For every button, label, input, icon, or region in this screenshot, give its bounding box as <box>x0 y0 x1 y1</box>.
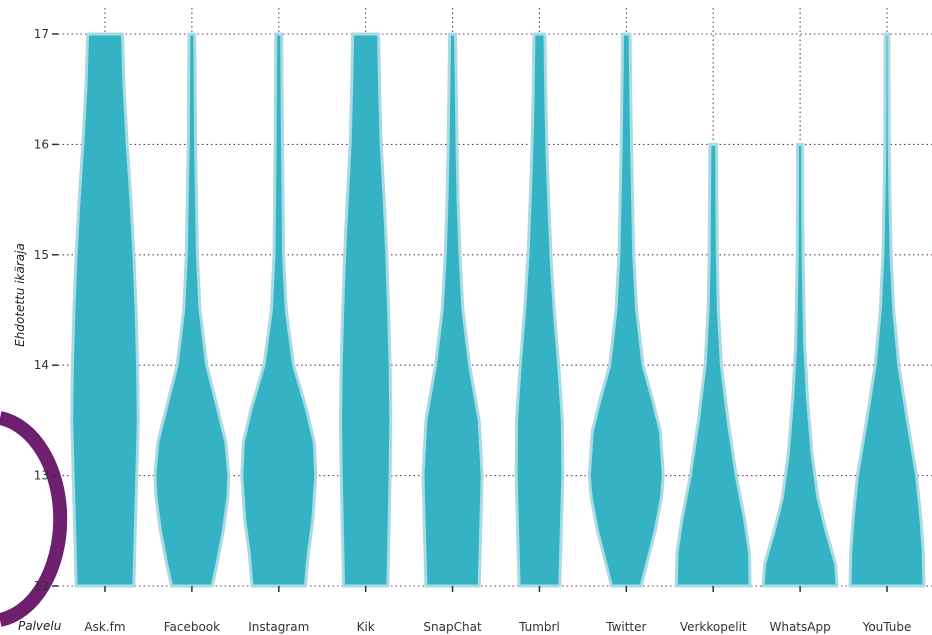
x-tick-label: Verkkopelit <box>680 620 747 634</box>
violin-instagram <box>240 32 318 588</box>
x-tick-label: Facebook <box>164 620 220 634</box>
x-tick-label: Twitter <box>605 620 646 634</box>
x-tick-label: WhatsApp <box>769 620 830 634</box>
decorative-logo-arc <box>0 411 68 627</box>
violin-facebook <box>153 32 231 588</box>
x-tick-label: SnapChat <box>423 620 482 634</box>
y-axis: 12 13 14 15 16 17 <box>34 27 58 593</box>
x-tick-label: Instagram <box>248 620 309 634</box>
violin-snapchat <box>421 32 484 588</box>
violin-youtube <box>848 32 926 588</box>
x-tick-label: Tumbrl <box>518 620 560 634</box>
y-tick-label: 14 <box>34 358 49 372</box>
y-tick-label: 15 <box>34 248 49 262</box>
violin-twitter <box>587 32 665 588</box>
x-tick-label: Ask.fm <box>84 620 125 634</box>
y-tick-label: 17 <box>34 27 49 41</box>
y-axis-title: Ehdotettu ikäraja <box>13 243 27 347</box>
violin-ask-fm <box>70 32 140 588</box>
y-tick-label: 16 <box>34 137 49 151</box>
x-axis: Ask.fm Facebook Instagram Kik SnapChat Tumbrl… <box>84 586 911 634</box>
y-tick-label: 13 <box>34 469 49 483</box>
x-axis-title: Palvelu <box>18 619 62 633</box>
violin-verkkopelit <box>674 142 752 588</box>
y-tick-label: 12 <box>34 579 49 593</box>
violins <box>70 32 926 588</box>
violin-kik <box>339 32 393 588</box>
violin-whatsapp <box>761 142 839 588</box>
violin-tumbrl <box>514 32 565 588</box>
x-tick-label: Kik <box>357 620 375 634</box>
x-tick-label: YouTube <box>862 620 912 634</box>
